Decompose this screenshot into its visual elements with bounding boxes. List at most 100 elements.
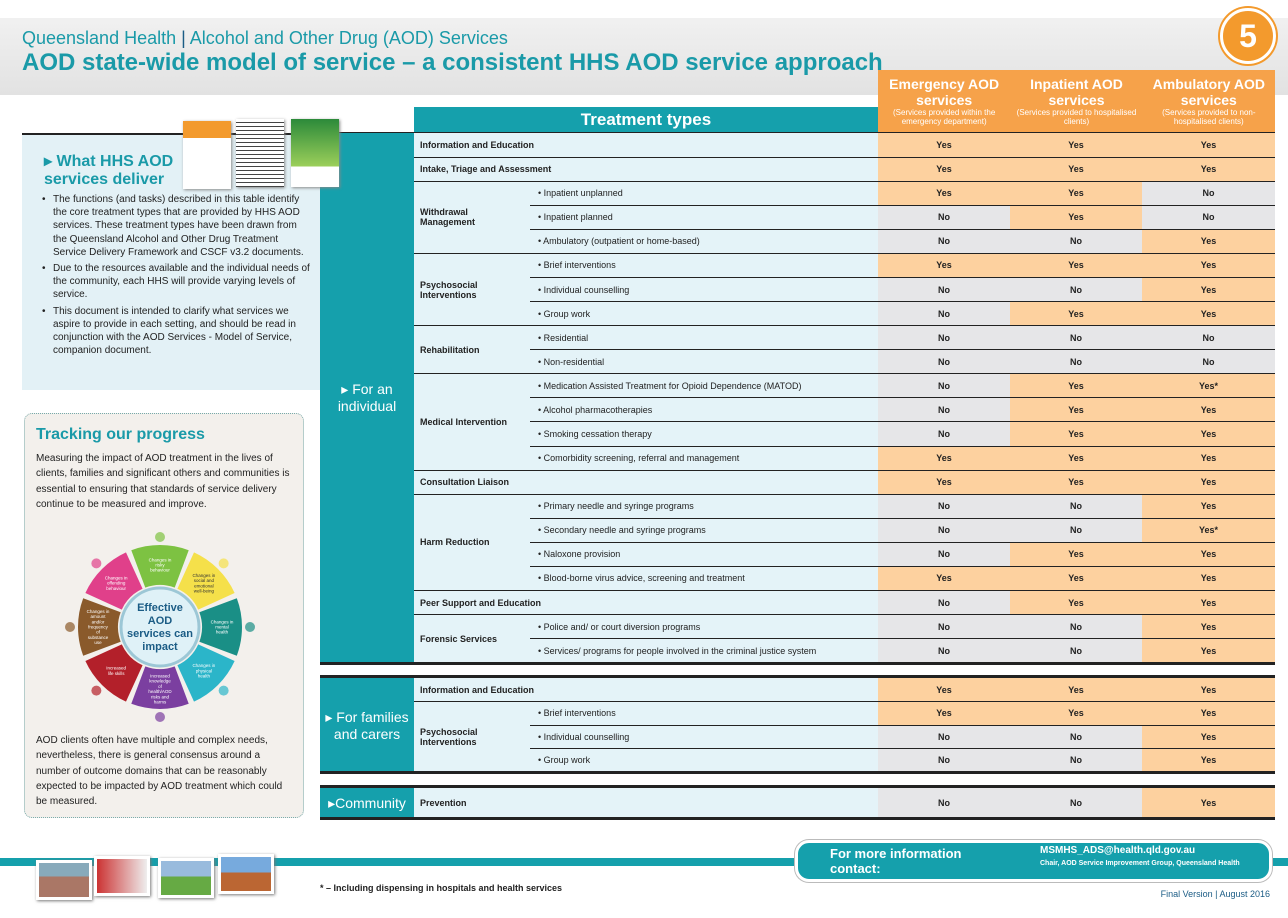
contact-email-link[interactable]: MSMHS_ADS@health.qld.gov.au	[1040, 845, 1196, 856]
what-hhs-heading: ▸ What HHS AOD services deliver	[44, 153, 174, 188]
availability-cell: Yes	[878, 253, 1010, 278]
table-row: Psychosocial Interventions • Brief interv…	[320, 253, 1275, 327]
availability-cell: No	[1010, 638, 1142, 664]
wheel-segment	[85, 552, 143, 610]
table-row: • Naloxone provision No Yes Yes	[320, 542, 1275, 567]
treatment-item: • Smoking cessation therapy	[530, 421, 878, 447]
treatment-item-label: Inpatient planned	[543, 212, 613, 223]
version-label: Final Version | August 2016	[1160, 889, 1270, 899]
treatment-item: • Naloxone provision	[530, 542, 878, 567]
wheel-segment-label: Increased knowledge of health/AOD risks and h…	[148, 674, 172, 705]
availability-cell: Yes	[1010, 446, 1142, 471]
wheel-arrow-icon	[155, 532, 165, 542]
availability-cell: Yes	[878, 678, 1010, 702]
bullet-icon: •	[538, 755, 544, 766]
availability-cell: No	[1010, 748, 1142, 773]
treatment-item-label: Ambulatory (outpatient or home-based)	[543, 236, 700, 247]
table-row: Rehabilitation • Residential No No No	[320, 325, 1275, 375]
tracking-outro: AOD clients often have multiple and comp…	[36, 735, 283, 808]
tracking-heading: Tracking our progress	[36, 426, 205, 443]
wheel-segment-label: Changes in social and emotional well-being	[192, 573, 215, 594]
section-divider	[320, 675, 1275, 678]
availability-cell: No	[1010, 349, 1142, 375]
treatment-item: • Primary needle and syringe programs	[530, 494, 878, 519]
bullet-icon: •	[538, 708, 544, 719]
category-label: Information and Education	[414, 133, 878, 158]
section-0: ▸ For an individual Information and Educa…	[320, 133, 1275, 664]
availability-cell: Yes	[1142, 701, 1275, 726]
column-inpatient: Inpatient AOD services (Services provided…	[1010, 70, 1142, 133]
wheel-segment	[177, 552, 235, 610]
availability-cell: No	[1010, 494, 1142, 519]
availability-cell: No	[1142, 325, 1275, 351]
availability-cell: No	[1142, 181, 1275, 206]
availability-cell: Yes	[1010, 157, 1142, 182]
column-subtitle: (Services provided within the emergency …	[893, 108, 996, 126]
treatment-item: • Blood-borne virus advice, screening an…	[530, 566, 878, 591]
bullet-item: This document is intended to clarify wha…	[40, 305, 310, 358]
footnote: * – Including dispensing in hospitals an…	[320, 883, 563, 893]
category-label: Medical Intervention	[414, 373, 530, 471]
availability-cell: No	[878, 421, 1010, 447]
category-label: Withdrawal Management	[414, 181, 530, 254]
bullet-item: The functions (and tasks) described in t…	[40, 193, 310, 259]
bullet-icon: •	[538, 645, 544, 656]
availability-cell: No	[878, 349, 1010, 375]
section-divider	[320, 785, 1275, 788]
photo	[36, 860, 92, 900]
table-row: Intake, Triage and Assessment Yes Yes Yes	[320, 157, 1275, 182]
page-number-badge: 5	[1220, 8, 1276, 64]
availability-cell: Yes	[1142, 542, 1275, 567]
treatment-item: • Brief interventions	[530, 701, 878, 726]
availability-cell: Yes	[878, 181, 1010, 206]
org-name: Queensland Health	[22, 28, 177, 48]
wheel-arrow-icon	[65, 622, 75, 632]
wheel-segment	[85, 644, 143, 702]
section-divider	[320, 662, 1275, 665]
treatment-item: • Comorbidity screening, referral and ma…	[530, 446, 878, 471]
contact-label: For more information contact:	[830, 846, 962, 876]
availability-cell: No	[878, 638, 1010, 664]
bullet-icon: •	[538, 453, 544, 464]
availability-cell: Yes	[1010, 205, 1142, 230]
category-label: Information and Education	[414, 678, 878, 702]
availability-cell: Yes	[1142, 133, 1275, 158]
treatment-item: • Individual counselling	[530, 277, 878, 303]
availability-cell: Yes	[1142, 494, 1275, 519]
availability-cell: Yes	[1010, 421, 1142, 447]
treatment-item: • Residential	[530, 325, 878, 351]
treatment-item-label: Alcohol pharmacotherapies	[543, 404, 653, 415]
treatment-item-label: Comorbidity screening, referral and mana…	[543, 453, 740, 464]
category-label: Intake, Triage and Assessment	[414, 157, 878, 182]
wheel-segment	[78, 598, 121, 656]
availability-cell: No	[1010, 229, 1142, 254]
bullet-icon: •	[538, 501, 544, 512]
availability-cell: Yes	[878, 701, 1010, 726]
availability-cell: Yes	[878, 157, 1010, 182]
treatment-item-label: Inpatient unplanned	[543, 188, 623, 199]
availability-cell: Yes*	[1142, 518, 1275, 543]
treatment-item: • Individual counselling	[530, 725, 878, 749]
availability-cell: Yes*	[1142, 373, 1275, 399]
table-row: • Services/ programs for people involved…	[320, 638, 1275, 664]
treatment-item: • Medication Assisted Treatment for Opio…	[530, 373, 878, 399]
availability-cell: Yes	[1142, 725, 1275, 749]
availability-cell: No	[878, 301, 1010, 327]
photo	[158, 858, 214, 898]
table-row: • Ambulatory (outpatient or home-based) N…	[320, 229, 1275, 254]
bullet-icon: •	[538, 356, 544, 367]
availability-cell: No	[1010, 725, 1142, 749]
column-title: Emergency AOD services	[889, 76, 1000, 108]
bullet-icon: •	[538, 380, 544, 391]
wheel-center-label: Effective AOD services can impact	[127, 602, 193, 653]
availability-cell: No	[1010, 325, 1142, 351]
availability-cell: Yes	[1010, 253, 1142, 278]
availability-cell: Yes	[1010, 542, 1142, 567]
bullet-icon: •	[538, 236, 544, 247]
treatment-item-label: Blood-borne virus advice, screening and …	[543, 573, 745, 584]
availability-cell: Yes	[1010, 181, 1142, 206]
wheel-segment	[177, 644, 235, 702]
category-label: Consultation Liaison	[414, 470, 878, 495]
bullet-icon: •	[538, 284, 544, 295]
treatment-item-label: Smoking cessation therapy	[543, 428, 652, 439]
